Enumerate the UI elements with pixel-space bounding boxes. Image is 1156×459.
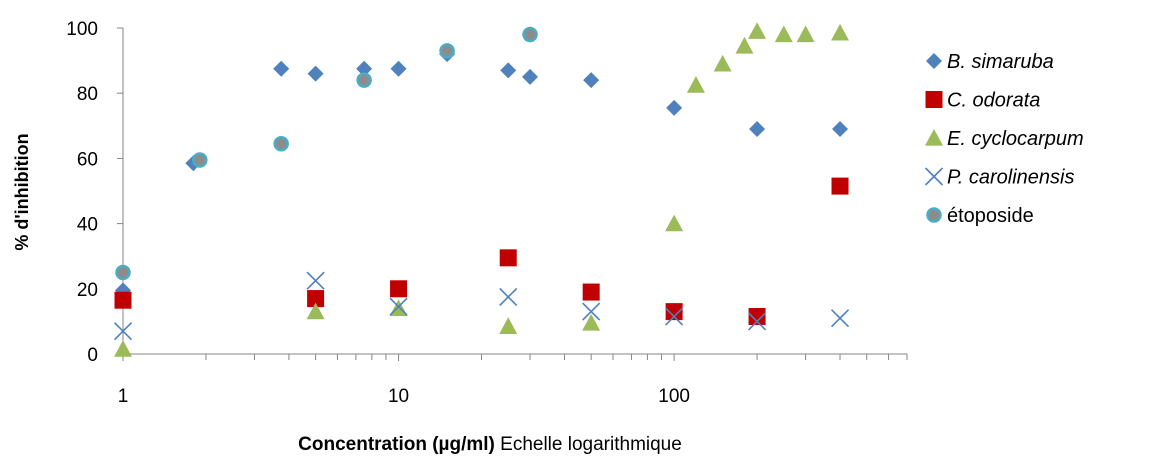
data-point <box>522 68 539 85</box>
legend-marker <box>926 53 942 69</box>
data-point-stroke <box>665 307 684 326</box>
data-point <box>666 99 683 116</box>
legend-label: étoposide <box>947 205 1034 227</box>
data-point <box>499 249 517 267</box>
x-tick-label: 100 <box>658 386 690 407</box>
data-point <box>390 60 407 77</box>
series-2-points <box>114 22 850 357</box>
data-point <box>307 290 325 308</box>
data-point <box>115 264 131 281</box>
series-0-points <box>115 46 849 299</box>
data-point-stroke <box>389 297 408 316</box>
data-point <box>582 302 601 321</box>
data-point <box>114 291 132 309</box>
data-point <box>356 72 372 88</box>
data-point <box>713 54 732 72</box>
legend-item: B. simaruba <box>926 51 1054 73</box>
legend-item: E. cyclocarpum <box>925 128 1084 150</box>
data-point <box>273 135 289 152</box>
y-tick-label: 60 <box>77 149 98 170</box>
legend-label: P. carolinensis <box>947 167 1074 189</box>
data-point <box>830 309 850 328</box>
chart-axes <box>122 28 907 355</box>
x-axis-title: Concentration (µg/ml) Echelle logarithmi… <box>298 434 682 455</box>
data-point-stroke <box>306 271 325 290</box>
chart-points <box>113 22 850 357</box>
data-point <box>686 76 705 93</box>
legend-marker <box>924 167 944 186</box>
data-point <box>306 271 325 290</box>
data-point <box>499 287 518 307</box>
data-point <box>748 312 767 331</box>
data-point <box>832 121 849 138</box>
data-point <box>774 25 793 43</box>
y-tick-label: 0 <box>87 345 98 366</box>
legend-marker <box>926 207 942 223</box>
data-point <box>665 303 683 321</box>
series-3-points <box>113 271 850 341</box>
data-point <box>748 22 767 39</box>
y-tick-label: 20 <box>77 280 98 301</box>
data-point-stroke <box>582 302 601 321</box>
legend-marker <box>925 91 943 108</box>
legend-item: P. carolinensis <box>924 167 1074 189</box>
data-point <box>831 177 849 195</box>
data-point <box>389 297 408 316</box>
y-axis-title: % d'inhibition <box>12 133 32 250</box>
x-tick-label: 10 <box>388 386 409 407</box>
data-point <box>192 152 208 168</box>
data-point <box>500 62 517 79</box>
legend-item: C. odorata <box>925 90 1040 112</box>
data-point <box>439 43 455 59</box>
data-point <box>356 60 373 77</box>
legend-marker <box>925 129 943 146</box>
data-point-stroke <box>113 322 133 341</box>
data-point <box>749 121 766 138</box>
data-point <box>522 26 538 43</box>
data-point <box>748 308 766 326</box>
data-point <box>735 36 754 54</box>
data-point <box>499 317 518 334</box>
series-1-points <box>114 177 849 326</box>
data-point <box>306 302 325 320</box>
data-point <box>273 60 290 77</box>
data-point <box>113 322 133 341</box>
x-axis-title-bold: Concentration (µg/ml) <box>298 434 495 455</box>
data-point <box>583 72 600 89</box>
y-tick-label: 80 <box>77 84 98 105</box>
data-point <box>665 307 684 326</box>
series-4-points <box>115 26 538 281</box>
x-axis-title-rest: Echelle logarithmique <box>495 434 682 455</box>
data-point <box>114 340 132 357</box>
data-point <box>665 214 684 232</box>
data-point <box>831 23 850 41</box>
legend-label: B. simaruba <box>947 51 1054 73</box>
data-point <box>582 314 601 331</box>
data-point <box>796 25 815 43</box>
data-point <box>390 280 408 298</box>
legend-label: C. odorata <box>947 90 1040 112</box>
chart-ticks: 0 20 40 60 80 100 1 10 100 <box>66 19 908 407</box>
legend-marker-stroke <box>924 167 944 186</box>
x-tick-label: 1 <box>118 386 129 407</box>
data-point-stroke <box>830 309 850 328</box>
legend-item: étoposide <box>926 205 1034 227</box>
legend-label: E. cyclocarpum <box>947 128 1084 150</box>
data-point <box>307 65 324 82</box>
data-point-stroke <box>748 312 767 331</box>
chart-legend: B. simaruba C. odorata E. cyclocarpum P. ca… <box>924 51 1084 227</box>
data-point <box>582 283 600 301</box>
y-tick-label: 40 <box>77 215 98 236</box>
data-point-stroke <box>499 287 518 307</box>
y-tick-label: 100 <box>66 19 98 40</box>
